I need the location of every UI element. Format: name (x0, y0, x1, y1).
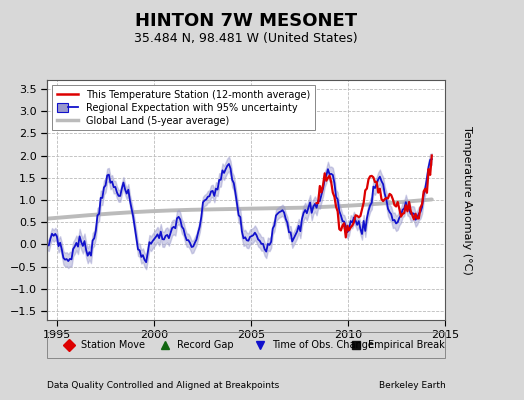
Text: HINTON 7W MESONET: HINTON 7W MESONET (135, 12, 357, 30)
Y-axis label: Temperature Anomaly (°C): Temperature Anomaly (°C) (462, 126, 472, 274)
Text: Data Quality Controlled and Aligned at Breakpoints: Data Quality Controlled and Aligned at B… (47, 381, 279, 390)
Text: Record Gap: Record Gap (177, 340, 233, 350)
Text: 35.484 N, 98.481 W (United States): 35.484 N, 98.481 W (United States) (135, 32, 358, 45)
Text: Time of Obs. Change: Time of Obs. Change (272, 340, 374, 350)
Text: Station Move: Station Move (81, 340, 145, 350)
Text: Empirical Break: Empirical Break (368, 340, 444, 350)
Legend: This Temperature Station (12-month average), Regional Expectation with 95% uncer: This Temperature Station (12-month avera… (52, 85, 315, 130)
Text: Berkeley Earth: Berkeley Earth (379, 381, 445, 390)
